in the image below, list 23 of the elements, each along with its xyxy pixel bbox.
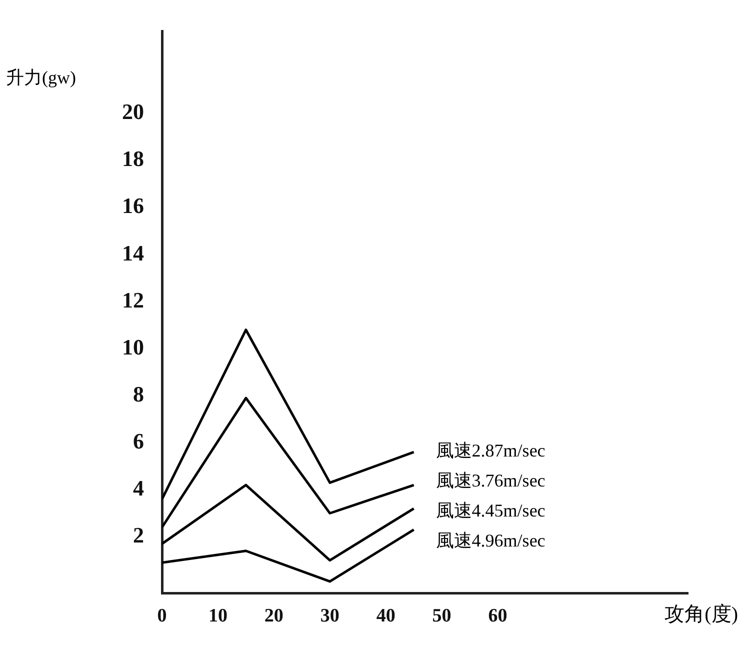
x-tick-label: 40 — [376, 606, 396, 627]
series-label: 風速3.76m/sec — [436, 470, 546, 491]
y-tick-label: 2 — [133, 522, 144, 548]
y-tick-label: 12 — [122, 287, 144, 312]
x-tick-label: 10 — [208, 606, 228, 627]
series-label: 風速4.96m/sec — [436, 530, 546, 551]
x-tick-label: 20 — [264, 606, 284, 627]
y-tick-label: 4 — [133, 475, 144, 500]
y-tick-label: 18 — [122, 146, 144, 172]
y-tick-label: 20 — [122, 99, 144, 124]
y-tick-label: 14 — [122, 240, 144, 266]
x-tick-label: 30 — [320, 606, 340, 627]
series-label: 風速4.45m/sec — [436, 500, 546, 521]
y-tick-label: 10 — [122, 334, 144, 360]
y-tick-label: 8 — [133, 381, 144, 406]
x-tick-label: 0 — [157, 606, 167, 627]
x-tick-label: 60 — [488, 606, 508, 627]
y-tick-label: 6 — [133, 428, 144, 454]
x-tick-label: 50 — [432, 606, 452, 627]
x-axis-title: 攻角(度) — [664, 603, 738, 626]
series-label: 風速2.87m/sec — [436, 440, 546, 461]
y-axis-title: 升力(gw) — [6, 68, 76, 88]
y-tick-label: 16 — [122, 193, 144, 218]
